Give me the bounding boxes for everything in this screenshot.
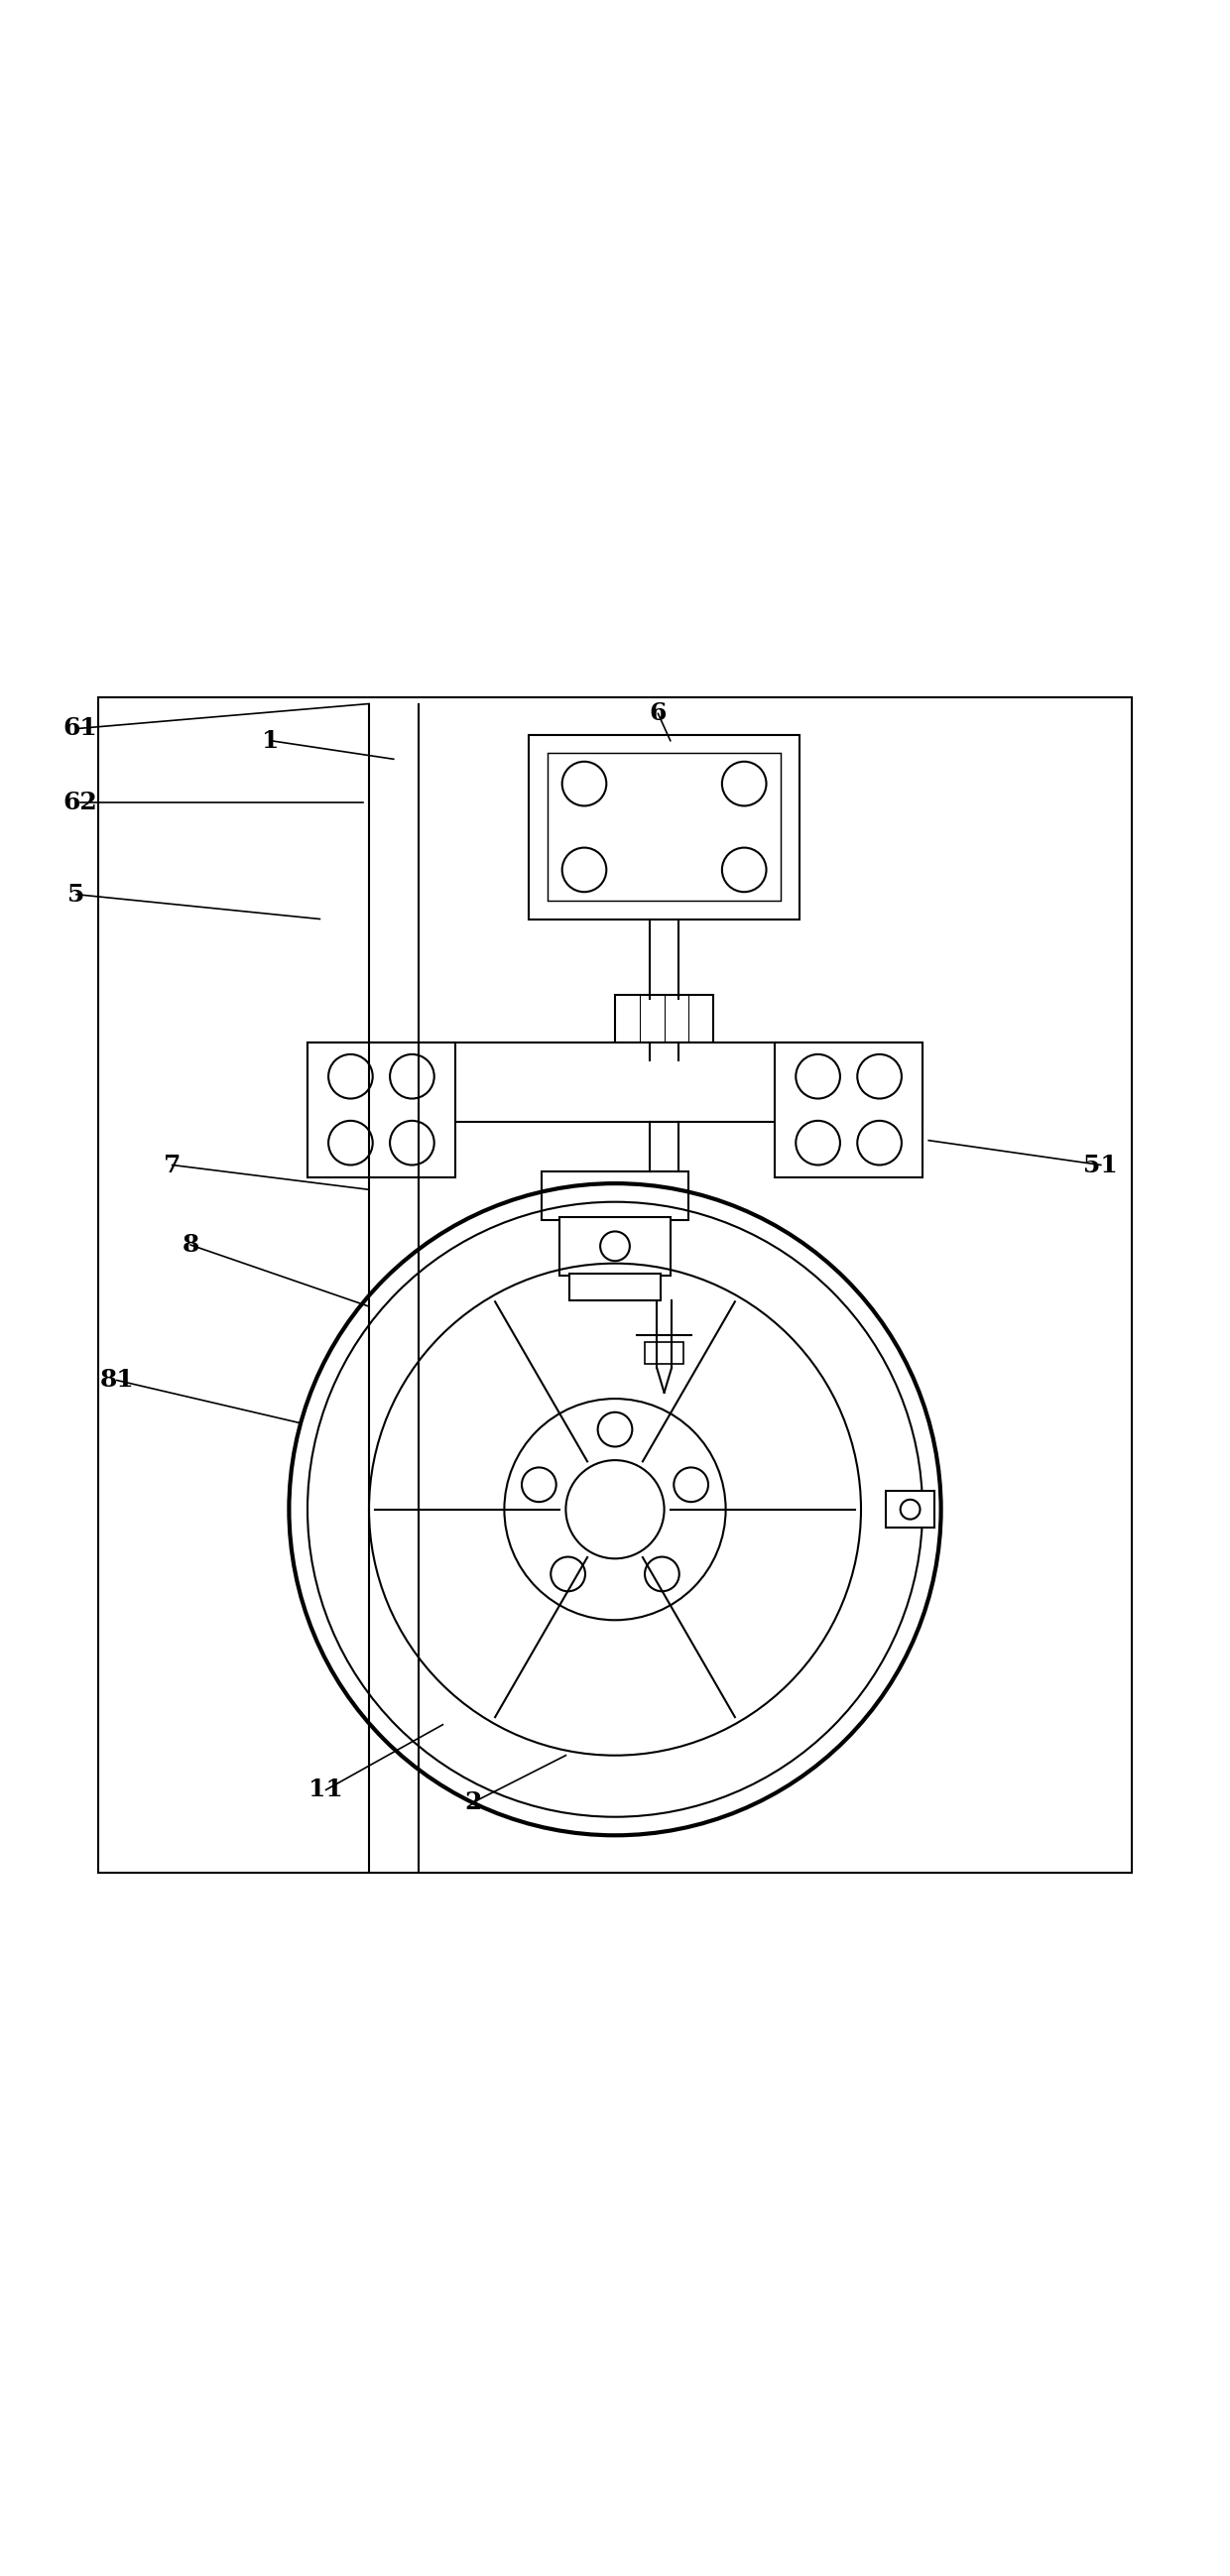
Bar <box>308 1043 922 1123</box>
Text: 5: 5 <box>68 884 85 907</box>
Text: 81: 81 <box>100 1368 134 1391</box>
Bar <box>560 1216 670 1275</box>
Bar <box>98 698 1132 1873</box>
Bar <box>886 1492 935 1528</box>
Text: 2: 2 <box>465 1790 482 1814</box>
Text: 51: 51 <box>1084 1154 1118 1177</box>
Bar <box>775 1043 922 1177</box>
Bar <box>547 752 781 902</box>
Text: 62: 62 <box>63 791 97 814</box>
Bar <box>645 1342 684 1365</box>
Bar <box>529 734 800 920</box>
Text: 6: 6 <box>649 701 667 726</box>
Text: 61: 61 <box>63 716 97 739</box>
Bar <box>569 1273 661 1301</box>
Text: 1: 1 <box>262 729 279 752</box>
Text: 8: 8 <box>182 1234 199 1257</box>
Text: 7: 7 <box>164 1154 181 1177</box>
Bar <box>541 1172 689 1221</box>
Text: 11: 11 <box>309 1777 343 1801</box>
Bar <box>308 1043 455 1177</box>
Bar <box>615 994 713 1043</box>
